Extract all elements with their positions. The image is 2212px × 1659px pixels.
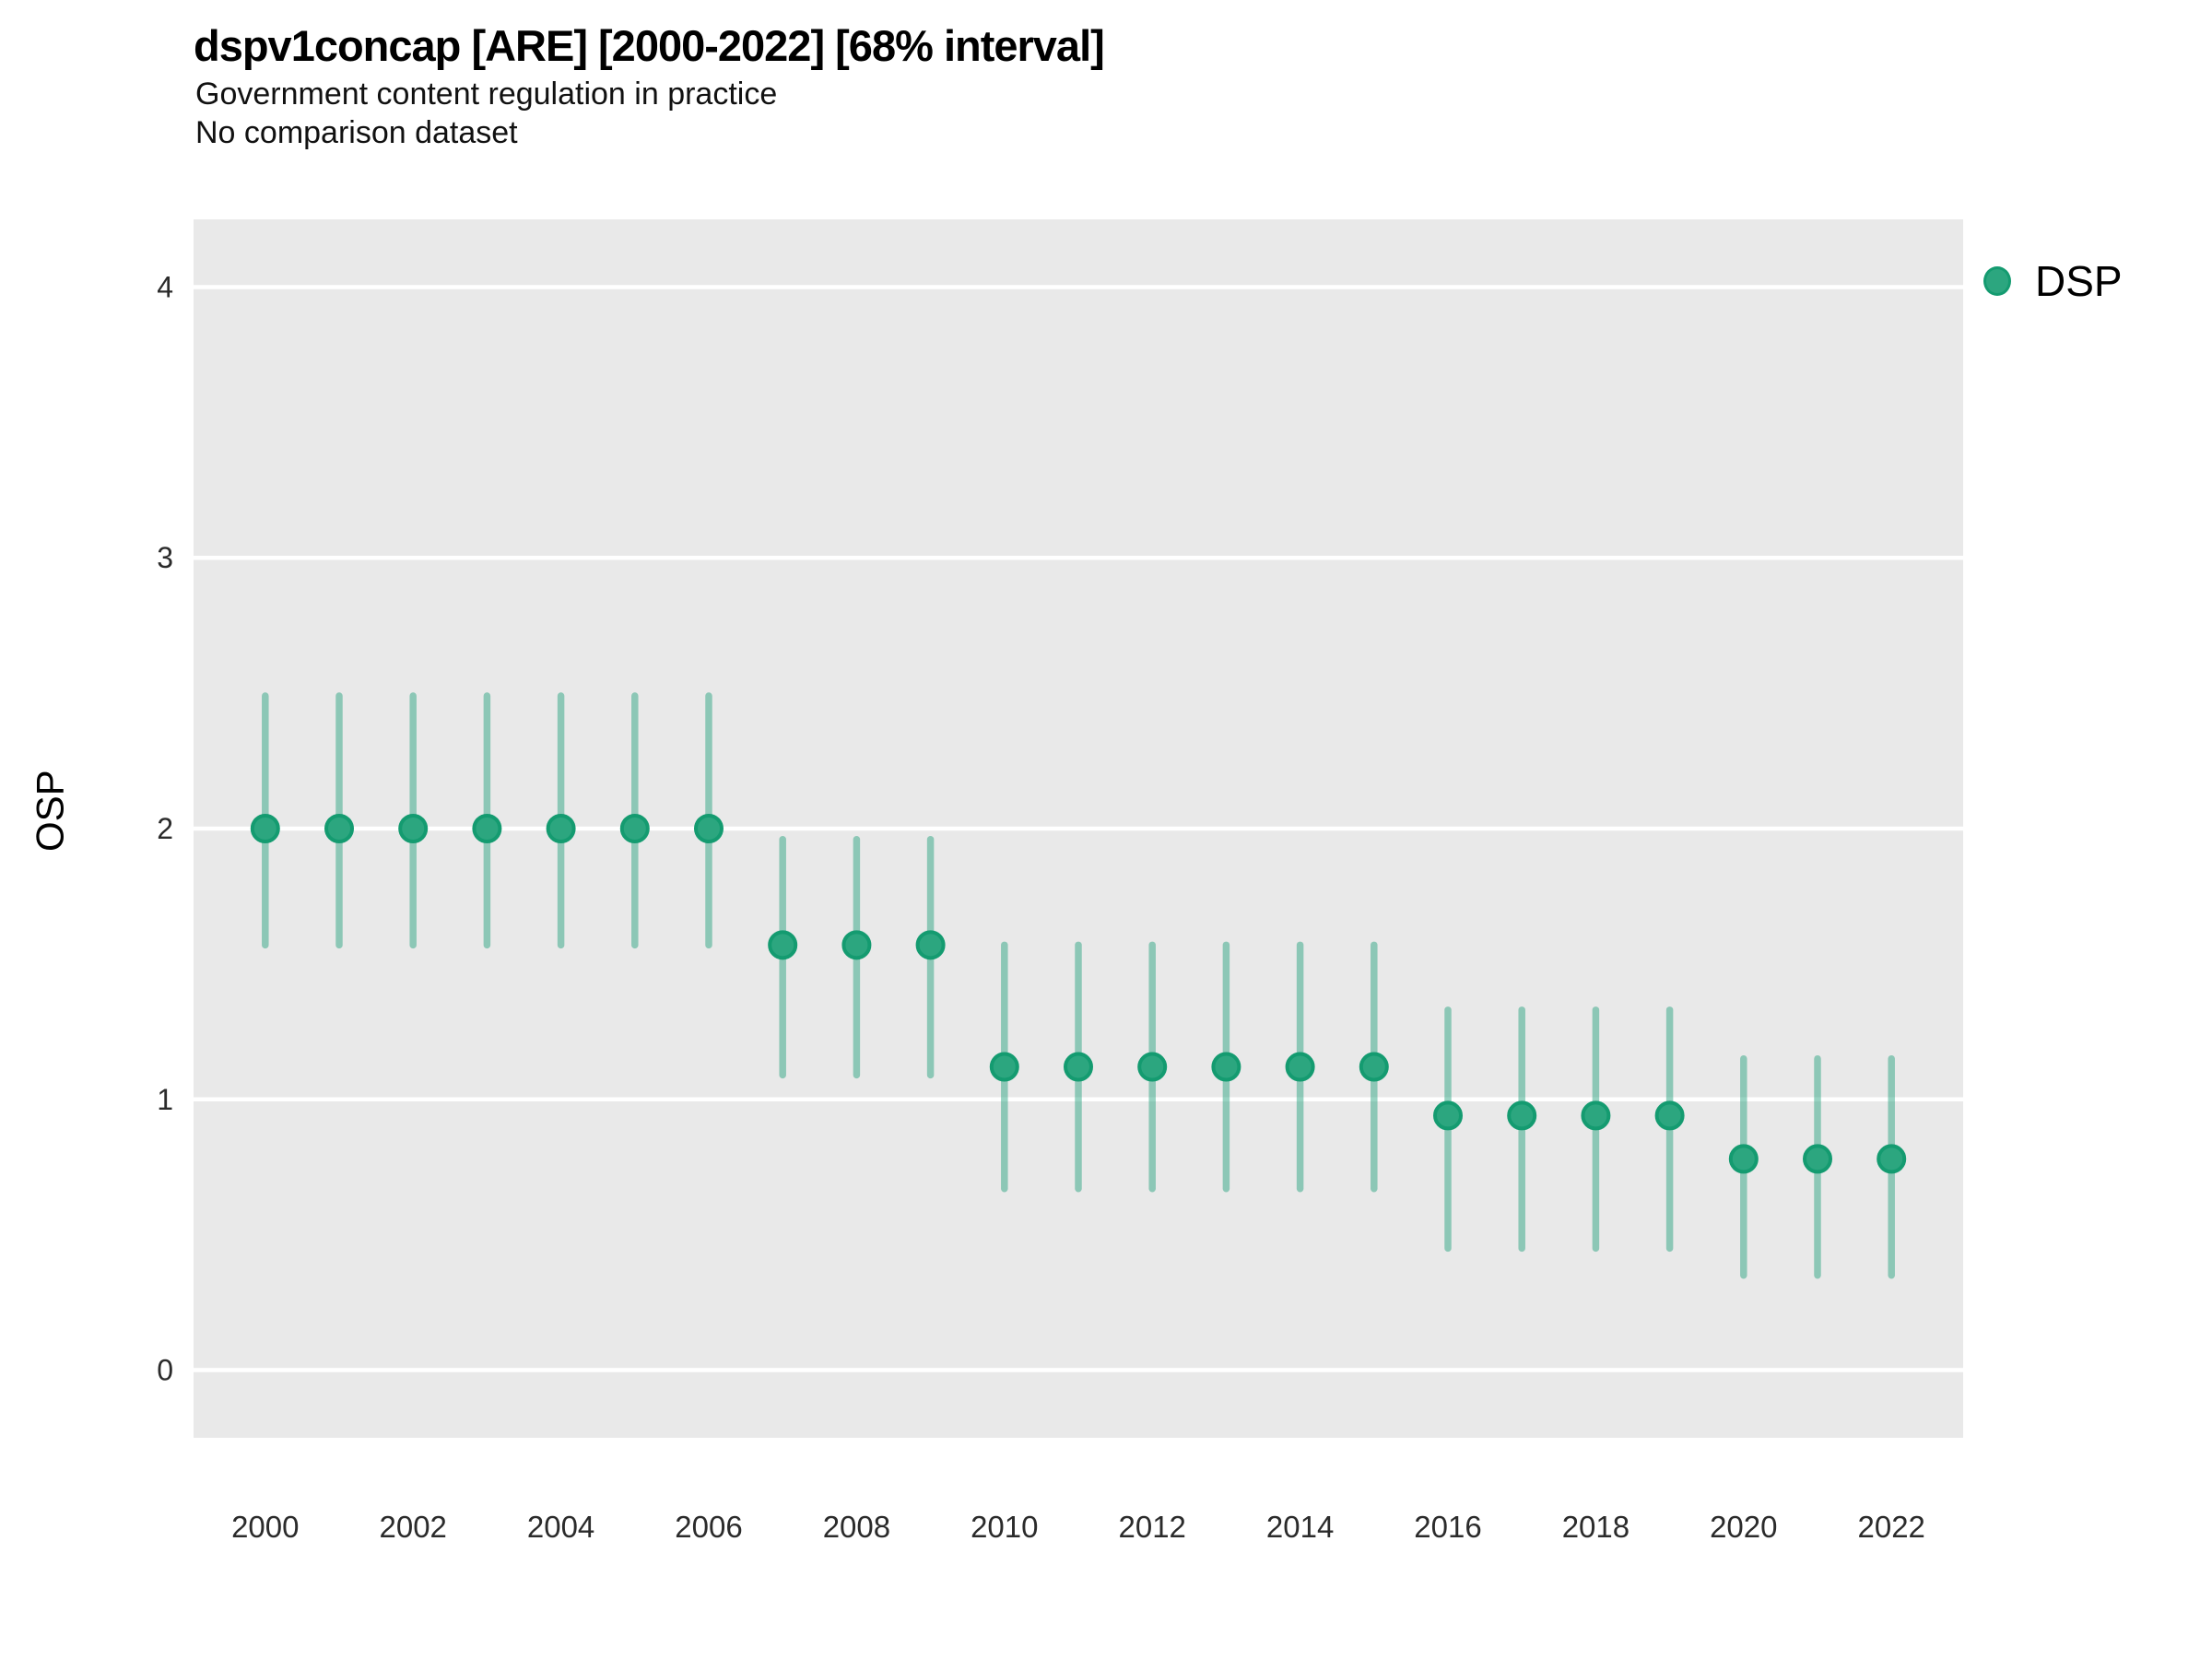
x-tick-label-2002: 2002 (379, 1510, 446, 1544)
data-point-2002 (398, 814, 429, 843)
y-tick-label-0: 0 (157, 1354, 173, 1387)
data-point-2011 (1064, 1052, 1093, 1082)
y-tick-label-2: 2 (157, 812, 173, 845)
x-tick-label-2020: 2020 (1710, 1510, 1777, 1544)
data-point-2021 (1803, 1144, 1833, 1174)
data-point-2001 (324, 814, 354, 843)
legend-label: DSP (2035, 257, 2123, 305)
data-point-2006 (693, 814, 724, 843)
data-point-2014 (1285, 1052, 1315, 1082)
data-point-2013 (1211, 1052, 1241, 1082)
y-tick-label-3: 3 (157, 541, 173, 574)
data-point-2012 (1137, 1052, 1168, 1082)
data-point-2018 (1581, 1100, 1611, 1131)
x-tick-label-2006: 2006 (675, 1510, 742, 1544)
data-point-2003 (472, 814, 502, 843)
x-tick-label-2004: 2004 (527, 1510, 594, 1544)
x-tick-label-2000: 2000 (231, 1510, 299, 1544)
chart-subtitle-indicator: Government content regulation in practic… (195, 76, 778, 112)
data-point-2022 (1877, 1144, 1907, 1174)
data-point-2009 (915, 930, 946, 960)
data-point-2017 (1507, 1100, 1537, 1131)
data-point-2007 (768, 930, 798, 960)
y-tick-label-1: 1 (157, 1083, 173, 1116)
x-tick-label-2008: 2008 (823, 1510, 890, 1544)
data-point-2019 (1654, 1100, 1685, 1131)
data-point-2005 (619, 814, 650, 843)
x-tick-label-2010: 2010 (971, 1510, 1038, 1544)
x-tick-label-2016: 2016 (1414, 1510, 1481, 1544)
data-point-2000 (250, 814, 280, 843)
data-point-2015 (1359, 1052, 1389, 1082)
x-tick-label-2018: 2018 (1562, 1510, 1630, 1544)
page-title: dspv1concap [ARE] [2000-2022] [68% inter… (194, 21, 1105, 70)
x-tick-label-2012: 2012 (1118, 1510, 1185, 1544)
data-point-2004 (546, 814, 576, 843)
x-tick-label-2022: 2022 (1857, 1510, 1924, 1544)
y-tick-label-4: 4 (157, 270, 173, 303)
chart-subtitle-comparison: No comparison dataset (195, 115, 518, 150)
data-point-2008 (841, 930, 872, 960)
x-tick-label-2014: 2014 (1266, 1510, 1334, 1544)
legend: DSP (1983, 256, 2123, 306)
data-point-2016 (1433, 1100, 1464, 1131)
data-point-2020 (1728, 1144, 1759, 1174)
data-point-2010 (989, 1052, 1019, 1082)
legend-point-icon (1983, 266, 2011, 296)
